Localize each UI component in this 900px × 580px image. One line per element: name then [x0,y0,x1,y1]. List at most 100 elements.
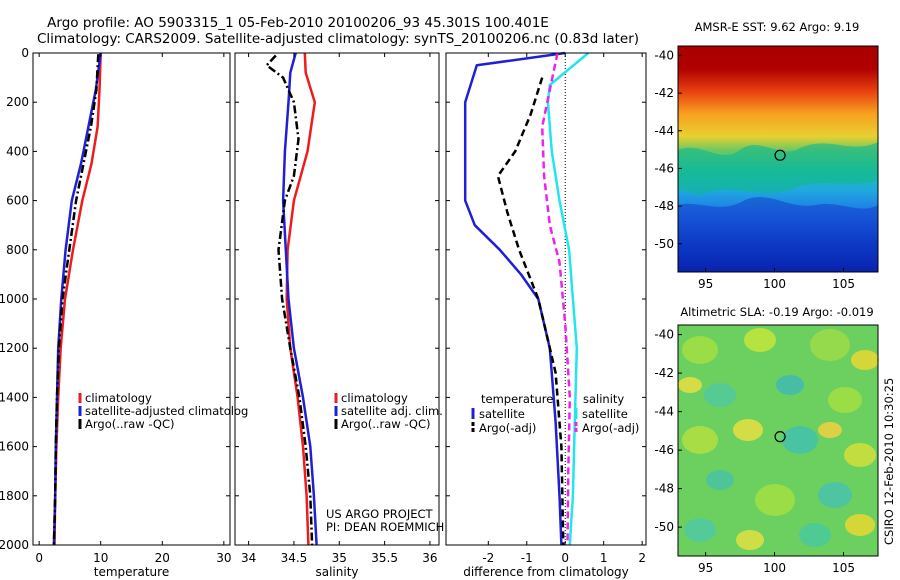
timestamp-side-label: CSIRO 12-Feb-2010 10:30:25 [882,378,896,545]
sla-anomaly-blob [818,482,852,508]
legend-label: satellite-adjusted climatolog [85,404,248,418]
series-line-0 [285,52,317,546]
legend-label: satellite adj. clim. [341,404,443,418]
sla-anomaly-blob [678,377,702,393]
series-line-2 [52,54,100,546]
map-x-tick-label: 95 [698,561,713,575]
sla-anomaly-blob [706,470,734,490]
legend-label: satellite [479,407,525,421]
map-y-tick-label: -50 [654,520,674,534]
x-tick-label: 0 [561,551,569,565]
y-tick-label: 1000 [0,292,29,306]
axes-frame [445,52,647,546]
y-tick-label: 600 [6,194,29,208]
x-tick-label: 36 [422,551,437,565]
series-line-1 [281,52,318,546]
map-x-tick-label: 95 [698,277,713,291]
map-x-tick-label: 105 [832,277,855,291]
sla-anomaly-blob [799,523,831,547]
x-tick-label: 2 [638,551,646,565]
y-tick-label: 1600 [0,440,29,454]
legend-title-temperature: temperature [481,392,553,406]
figure-title-line2: Climatology: CARS2009. Satellite-adjuste… [37,31,639,47]
temperature-panel: 0 10 20 30 temperature 0 200 400 600 800 1000 1200 1… [0,46,248,579]
pi-label: PI: DEAN ROEMMICH [326,520,444,534]
x-tick-label: -2 [482,551,494,565]
sla-anomaly-blob [733,419,763,441]
map-y-tick-label: -50 [654,237,674,251]
legend-label: climatology [341,391,408,405]
x-tick-label: 20 [155,551,170,565]
project-label: US ARGO PROJECT [326,507,434,521]
sla-anomaly-blob [810,329,850,361]
y-tick-label: 2000 [0,538,29,552]
y-tick-label: 1800 [0,489,29,503]
sst-map-cold-tongue [678,197,878,272]
y-tick-label: 200 [6,95,29,109]
sst-map-title: AMSR-E SST: 9.62 Argo: 9.19 [695,20,860,34]
sla-anomaly-blob [782,426,818,454]
figure-title-line1: Argo profile: AO 5903315_1 05-Feb-2010 2… [47,15,549,31]
legend-label: Argo(..raw -QC) [341,417,431,431]
legend-title-salinity: salinity [583,392,624,406]
map-y-tick-label: -42 [654,86,674,100]
sst-map-frame [677,45,879,273]
map-y-tick-label: -40 [654,328,674,342]
argo-position-marker [774,431,786,443]
map-x-tick-label: 105 [832,561,855,575]
sla-anomaly-blob [828,387,862,413]
sla-map-panel: Altimetric SLA: -0.19 Argo: -0.019 95 100… [654,305,879,575]
sla-anomaly-blob [755,484,795,516]
y-tick-label: 0 [21,46,29,60]
sla-anomaly-blob [744,328,776,352]
sla-anomaly-blob [682,426,718,454]
legend-label: Argo(..raw -QC) [85,417,175,431]
map-y-tick-label: -44 [654,124,674,138]
y-tick-label: 1400 [0,390,29,404]
axes-frame [234,52,440,546]
x-tick-label: -1 [521,551,533,565]
y-tick-label: 1200 [0,341,29,355]
series-line-2 [265,54,314,546]
map-y-tick-label: -40 [654,48,674,62]
legend-label: Argo(-adj) [582,421,639,435]
x-axis-label: temperature [94,565,169,579]
sla-anomaly-blob [844,443,876,467]
sla-anomaly-blob [776,375,804,395]
sla-map-blobs [678,328,879,550]
sla-map-title: Altimetric SLA: -0.19 Argo: -0.019 [680,305,873,319]
map-y-tick-label: -46 [654,161,674,175]
x-tick-label: 30 [216,551,231,565]
salinity-panel: 34 34.5 35 35.5 36 salinity climatologysatelli… [234,52,444,579]
y-tick-label: 400 [6,144,29,158]
map-y-tick-label: -44 [654,405,674,419]
map-x-tick-label: 100 [763,277,786,291]
sla-map-frame [677,324,879,557]
map-y-tick-label: -48 [654,482,674,496]
x-tick-label: 1 [600,551,608,565]
x-tick-label: 35.5 [371,551,398,565]
series-line-3 [540,52,572,546]
sst-map-front [678,142,878,195]
difference-panel: -2 -1 0 1 2 difference from climatology temper… [445,51,647,579]
sla-anomaly-blob [682,336,718,364]
legend-label: climatology [85,391,152,405]
series-line-1 [496,77,565,546]
sla-anomaly-blob [684,518,716,542]
x-axis-label: difference from climatology [463,565,629,579]
sla-anomaly-blob [736,530,764,550]
x-tick-label: 0 [35,551,43,565]
map-y-tick-label: -46 [654,443,674,457]
map-x-tick-label: 100 [763,561,786,575]
x-tick-label: 34.5 [281,551,308,565]
x-axis-label: salinity [315,565,358,579]
sst-map-panel: AMSR-E SST: 9.62 Argo: 9.19 95 100 105 -40 -… [654,20,879,291]
x-tick-label: 10 [93,551,108,565]
map-y-tick-label: -48 [654,199,674,213]
sla-anomaly-blob [704,383,736,407]
sla-anomaly-blob [851,350,879,370]
series-line-1 [52,52,102,546]
argo-position-marker [774,149,786,161]
legend-label: satellite [582,407,628,421]
